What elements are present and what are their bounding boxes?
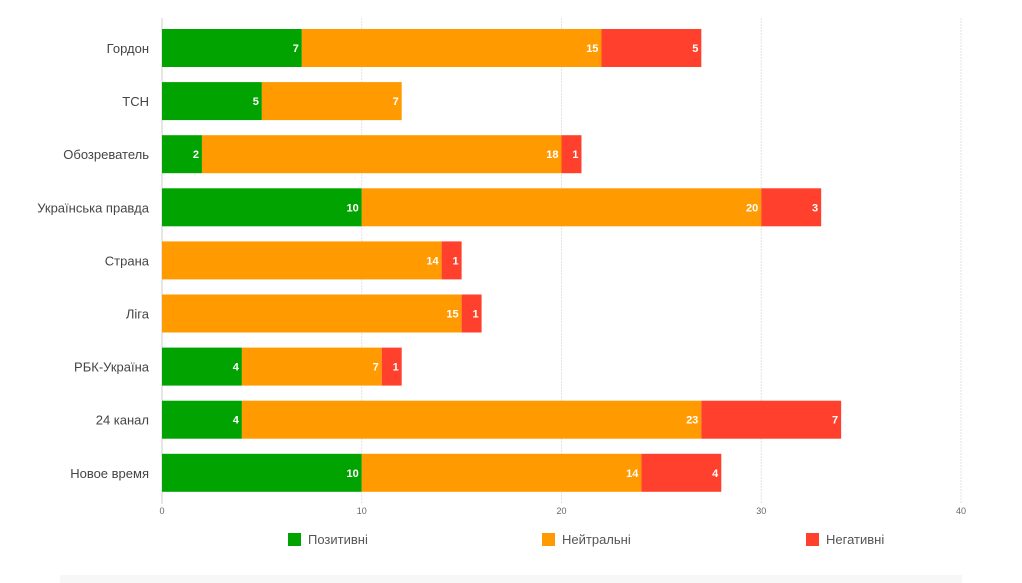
legend-swatch[interactable]	[806, 533, 819, 546]
bar-segment-Нейтральні[interactable]	[361, 453, 642, 492]
data-label: 1	[453, 255, 459, 267]
data-label: 5	[253, 96, 259, 108]
bar-segment-Нейтральні[interactable]	[201, 135, 562, 174]
category-label: Новое время	[70, 466, 149, 481]
data-label: 2	[193, 149, 199, 161]
data-label: 4	[712, 468, 719, 480]
data-label: 4	[233, 362, 240, 374]
legend-swatch[interactable]	[288, 533, 301, 546]
bar-segment-Нейтральні[interactable]	[241, 347, 382, 386]
category-label: РБК-Україна	[74, 360, 150, 375]
bar-segment-Негативні[interactable]	[601, 29, 702, 67]
data-label: 23	[686, 415, 698, 427]
bar-segment-Нейтральні[interactable]	[361, 188, 762, 227]
data-label: 5	[692, 43, 698, 55]
data-label: 14	[426, 255, 439, 267]
bar-segment-Нейтральні[interactable]	[241, 400, 702, 439]
bar-segment-Негативні[interactable]	[561, 135, 582, 174]
category-label: Гордон	[107, 41, 149, 56]
x-tick-labels: 0 10 20 30 40	[159, 506, 966, 516]
data-label: 15	[586, 43, 598, 55]
data-label: 10	[347, 468, 359, 480]
category-label: Страна	[105, 253, 150, 268]
data-label: 7	[373, 362, 379, 374]
data-label: 3	[812, 202, 818, 214]
data-label: 1	[472, 309, 478, 321]
data-label: 15	[446, 309, 458, 321]
legend: Позитивні Нейтральні Негативні	[288, 532, 884, 547]
data-label: 7	[293, 43, 299, 55]
category-label: ТСН	[122, 94, 149, 109]
bar-segment-Позитивні[interactable]	[162, 188, 362, 227]
bar-segment-Негативні[interactable]	[381, 347, 402, 386]
data-label: 7	[393, 96, 399, 108]
bar-segment-Позитивні[interactable]	[162, 29, 302, 67]
bar-segment-Нейтральні[interactable]	[162, 241, 442, 280]
bar-segment-Позитивні[interactable]	[162, 135, 202, 174]
bar-segment-Негативні[interactable]	[461, 294, 482, 333]
bar-segment-Позитивні[interactable]	[162, 453, 362, 492]
bar-segment-Нейтральні[interactable]	[301, 29, 602, 67]
bar-segment-Позитивні[interactable]	[162, 400, 242, 439]
legend-label[interactable]: Негативні	[826, 532, 884, 547]
bar-segment-Позитивні[interactable]	[162, 347, 242, 386]
data-label: 18	[546, 149, 558, 161]
x-tick-label: 0	[159, 506, 164, 516]
data-label: 14	[626, 468, 639, 480]
category-labels: Гордон ТСН Обозреватель Українська правда Ст…	[37, 41, 150, 481]
data-label: 1	[572, 149, 578, 161]
bar-segment-Негативні[interactable]	[641, 453, 722, 492]
category-label: Ліга	[126, 307, 150, 322]
category-label: 24 канал	[96, 413, 149, 428]
category-label: Обозреватель	[63, 147, 149, 162]
bottom-strip	[60, 575, 962, 583]
x-tick-label: 20	[556, 506, 566, 516]
legend-swatch[interactable]	[542, 533, 555, 546]
data-label: 10	[347, 202, 359, 214]
x-tick-label: 10	[357, 506, 367, 516]
bars: 7 15 55 72 18 110 20 314 115 14 7 14 23 710 14 4	[162, 29, 842, 492]
bar-segment-Нейтральні[interactable]	[261, 82, 402, 121]
bar-segment-Нейтральні[interactable]	[162, 294, 462, 333]
category-label: Українська правда	[37, 200, 150, 215]
data-label: 7	[832, 415, 838, 427]
x-tick-label: 40	[956, 506, 966, 516]
legend-label[interactable]: Нейтральні	[562, 532, 631, 547]
data-label: 4	[233, 415, 240, 427]
data-label: 1	[393, 362, 399, 374]
legend-label[interactable]: Позитивні	[308, 532, 368, 547]
bar-segment-Позитивні[interactable]	[162, 82, 262, 121]
data-label: 20	[746, 202, 758, 214]
bar-segment-Негативні[interactable]	[761, 188, 822, 227]
bar-segment-Негативні[interactable]	[701, 400, 842, 439]
x-tick-label: 30	[756, 506, 766, 516]
bar-segment-Негативні[interactable]	[441, 241, 462, 280]
